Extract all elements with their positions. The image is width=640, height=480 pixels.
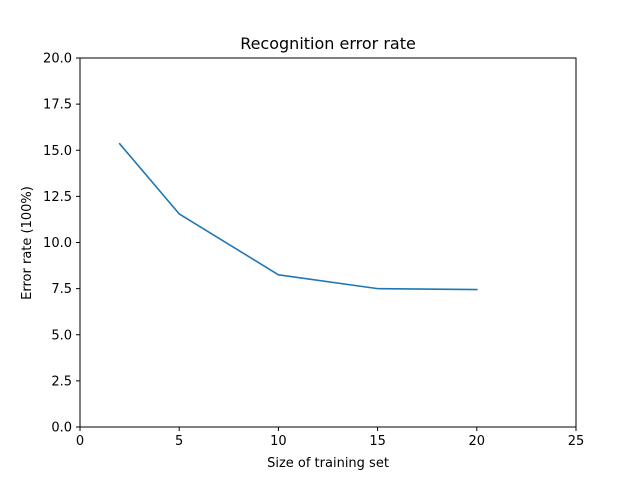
series-line (118, 142, 478, 291)
y-tick-label: 5.0 (51, 328, 72, 343)
x-axis-ticks: 0 5 10 15 20 25 (76, 427, 584, 449)
x-tick-label: 20 (469, 434, 486, 449)
x-axis-label: Size of training set (267, 456, 389, 471)
plot-frame (79, 57, 577, 428)
y-axis-ticks: 0.0 2.5 5.0 7.5 10.0 12.5 15.0 17.5 20.0 (43, 52, 80, 436)
x-tick-label: 0 (76, 434, 84, 449)
x-tick-label: 25 (568, 434, 585, 449)
y-tick-label: 10.0 (43, 236, 72, 251)
y-tick-label: 0.0 (51, 421, 72, 436)
x-tick-label: 10 (270, 434, 287, 449)
y-tick-label: 7.5 (51, 282, 72, 297)
series-layer (118, 142, 478, 291)
y-tick-label: 15.0 (43, 144, 72, 159)
x-tick-label: 15 (369, 434, 386, 449)
y-tick-label: 17.5 (43, 98, 72, 113)
y-axis-label: Error rate (100%) (20, 186, 35, 300)
y-tick-label: 2.5 (51, 374, 72, 389)
y-tick-label: 20.0 (43, 52, 72, 67)
x-tick-label: 5 (175, 434, 183, 449)
chart-title: Recognition error rate (240, 34, 416, 53)
y-tick-label: 12.5 (43, 190, 72, 205)
